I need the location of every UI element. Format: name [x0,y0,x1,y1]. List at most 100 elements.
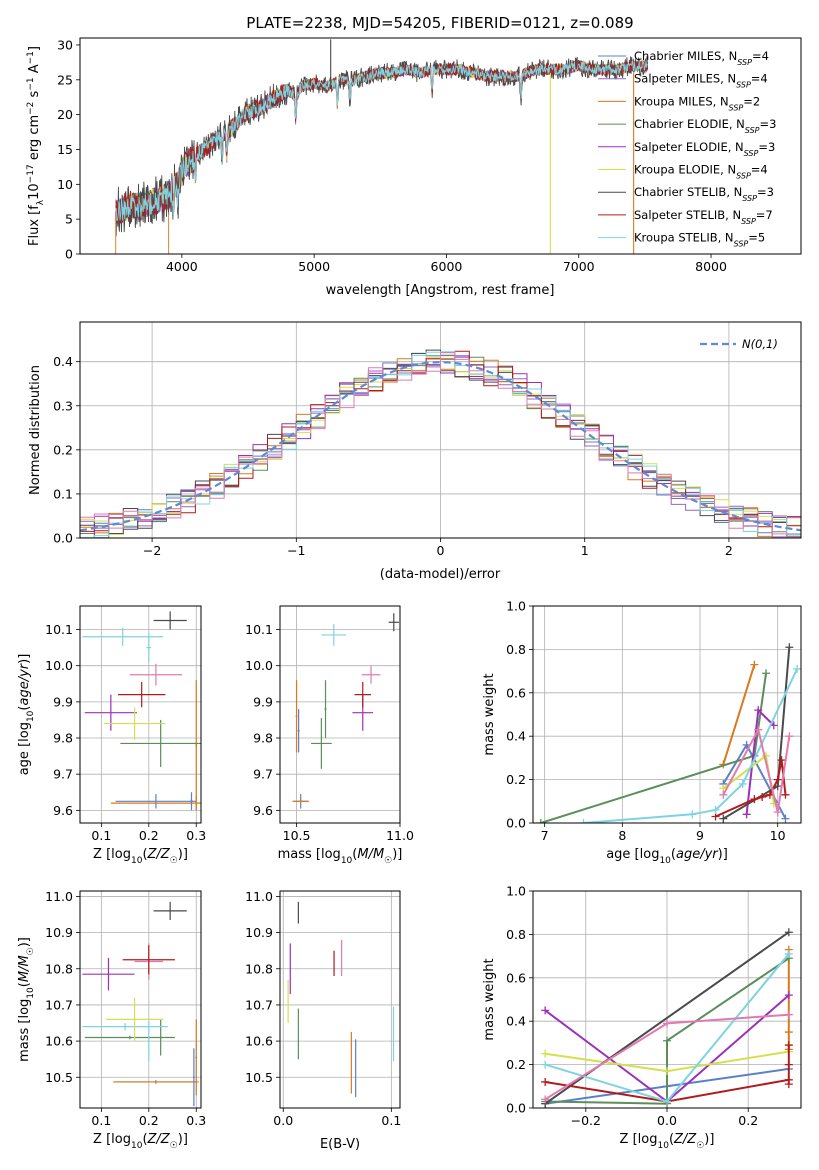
y-tick-label: 10.9 [245,925,273,940]
y-tick-label: 10.7 [45,997,73,1012]
gaussian-curve [80,360,801,532]
error-bar-point [321,624,347,646]
spectrum-series-line [115,59,648,221]
x-tick-label: 10.5 [283,828,311,843]
error-bar-point [153,611,187,630]
plot-area [82,611,201,811]
y-tick-label: 10.8 [45,961,73,976]
y-tick-label: 9.9 [253,694,273,709]
histogram-series [80,351,801,538]
legend-entry: Salpeter ELODIE, NSSP=3 [634,140,775,158]
y-tick-label: 10 [57,177,73,192]
series-line [722,726,791,813]
spectrum-series-line [115,59,648,224]
series-marker [784,1080,793,1089]
plot-age_vs_mass: 10.5 11.0 9.6 9.7 9.8 9.9 10.0 10.1 [245,605,414,843]
series-marker [711,805,720,814]
y-tick-label: 0.2 [506,1057,526,1072]
y-axis-label: mass weight [482,673,497,755]
series-marker [541,1077,550,1086]
y-tick-label: 1.0 [506,884,526,899]
error-bar-point [84,694,137,731]
x-tick-label: 4000 [166,259,198,274]
series-marker [784,991,793,1000]
error-bar-point [311,718,332,769]
error-bar-point [113,1080,199,1084]
y-tick-label: 0.1 [53,486,73,501]
axes-frame [279,890,401,1109]
plot-area [292,613,399,809]
y-tick-label: 0.0 [53,531,73,546]
mass-weight-series [541,949,793,1106]
error-bar-point [324,680,327,739]
x-tick-label: 9 [696,828,704,843]
error-bar-point [354,681,372,708]
y-tick-label: 30 [57,37,73,52]
error-bar-point [115,794,197,809]
series-marker [663,1067,671,1076]
axes-frame [279,605,401,824]
error-bar-point [292,799,309,804]
y-tick-label: 9.8 [53,731,73,746]
mass-weight-series [541,1010,793,1104]
legend-entry: Chabrier STELIB, NSSP=3 [634,185,774,203]
y-tick-label: 0.2 [506,772,526,787]
series-marker [785,643,794,652]
error-bar-point [195,680,198,811]
error-bar-point [129,663,183,686]
series-marker [541,1060,550,1069]
y-tick-label: 0.2 [53,442,73,457]
error-bar-point [295,680,298,753]
series-marker [541,1049,550,1058]
series-marker [758,792,767,801]
x-tick-label: −0.2 [571,1113,601,1128]
error-bar-point [103,707,166,740]
y-tick-label: 0 [65,247,73,262]
y-tick-label: 10.9 [45,925,73,940]
error-bar-point [297,709,300,753]
x-tick-label: 8 [618,828,626,843]
x-axis-label: Z [log10(Z/Z☉)] [93,1132,188,1151]
legend-entry: Kroupa MILES, NSSP=2 [634,94,760,112]
error-bar-point [82,627,164,646]
series-marker [793,664,801,673]
mass-weight-series [536,669,771,823]
series-marker [781,814,790,823]
x-axis-label: (data-model)/error [380,567,501,582]
legend-entry: N(0,1) [742,337,778,351]
x-tick-label: 0.1 [91,1113,111,1128]
y-tick-label: 10.1 [45,622,73,637]
x-tick-label: 7 [541,828,549,843]
series-marker [754,706,763,715]
y-tick-label: 0.6 [506,970,526,985]
plot-age_vs_Z: 0.1 0.2 0.3 9.6 9.7 9.8 9.9 10.0 10.1 [45,605,206,843]
series-marker [663,1036,671,1045]
y-tick-label: 0.8 [506,642,526,657]
mass-weight-series [719,725,794,817]
x-tick-label: 10 [770,828,786,843]
plot-area [82,901,199,1107]
y-tick-label: 10.6 [45,1034,73,1049]
spectrum-series-line [115,60,648,224]
plot-area [536,643,801,823]
error-bar-point [82,957,135,991]
spectrum-series-line [115,59,648,223]
series-marker [688,810,697,819]
x-tick-label: 1 [581,543,589,558]
y-axis-label: Flux [fλ10−17 erg cm−2 s−1 A−1] [26,46,46,246]
legend-entry: Salpeter MILES, NSSP=4 [634,72,768,90]
plot-residuals: −2 −1 0 1 2 0.0 0.1 0.2 0.3 0.4 [53,321,802,558]
y-axis-label: mass weight [482,958,497,1040]
plot-massweight_vs_Z: −0.2 0.0 0.2 0.0 0.2 0.4 0.6 0.8 1.0 [506,884,802,1128]
legend: Chabrier MILES, NSSP=4 Salpeter MILES, NS… [598,49,776,248]
y-tick-label: 0.6 [506,685,526,700]
series-marker [750,660,759,669]
series-line [540,673,767,823]
series-marker [750,795,759,804]
plot-massweight_vs_age: 7 8 9 10 0.0 0.2 0.4 0.6 0.8 1.0 [506,599,802,843]
y-tick-label: 15 [57,142,73,157]
legend-entry: Chabrier ELODIE, NSSP=3 [634,117,776,135]
series-line [722,664,756,765]
y-tick-label: 20 [57,107,73,122]
mass-weight-series [742,706,778,819]
